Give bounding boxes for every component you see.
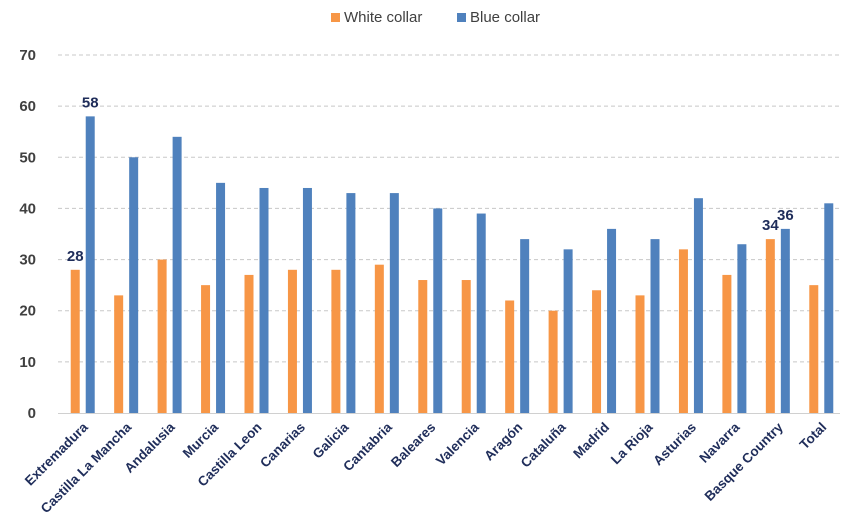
bar-white-collar xyxy=(548,310,558,413)
legend-swatch xyxy=(331,13,340,22)
bar-white-collar xyxy=(722,274,732,413)
bar-blue-collar xyxy=(693,198,703,413)
legend-label: Blue collar xyxy=(470,9,540,26)
bar-blue-collar xyxy=(172,136,182,414)
bar-blue-collar xyxy=(563,249,573,413)
x-tick-label: Total xyxy=(797,420,830,453)
bar-blue-collar xyxy=(129,157,139,413)
bars xyxy=(70,116,834,414)
bar-white-collar xyxy=(461,280,471,413)
y-tick-label: 50 xyxy=(19,149,36,166)
y-tick-label: 10 xyxy=(19,354,36,371)
bar-blue-collar xyxy=(650,239,660,413)
y-tick-label: 70 xyxy=(19,47,36,64)
x-tick-label: Asturias xyxy=(650,420,699,469)
y-tick-label: 0 xyxy=(28,405,36,422)
bar-blue-collar xyxy=(824,203,834,413)
x-tick-label: La Rioja xyxy=(608,419,656,467)
bar-white-collar xyxy=(374,264,384,413)
bar-white-collar xyxy=(505,300,515,413)
x-tick-label: Baleares xyxy=(388,420,438,470)
data-label: 34 xyxy=(762,217,779,234)
y-tick-label: 60 xyxy=(19,98,36,115)
x-tick-label: Basque Country xyxy=(702,419,787,504)
bar-blue-collar xyxy=(389,193,399,413)
y-tick-label: 20 xyxy=(19,303,36,320)
bar-blue-collar xyxy=(346,193,356,413)
bar-blue-collar xyxy=(607,228,617,413)
bar-blue-collar xyxy=(780,228,790,413)
x-tick-label: Madrid xyxy=(570,420,612,462)
bar-white-collar xyxy=(287,269,297,413)
y-axis: 0 10 20 30 40 50 60 70 xyxy=(19,47,36,422)
bar-white-collar xyxy=(70,269,80,413)
bar-white-collar xyxy=(678,249,688,413)
data-label: 28 xyxy=(67,248,84,265)
x-tick-label: Cataluña xyxy=(518,419,569,470)
bar-white-collar xyxy=(331,269,341,413)
gridlines xyxy=(58,54,840,363)
bar-blue-collar xyxy=(520,239,530,413)
bar-white-collar xyxy=(592,290,602,413)
bar-blue-collar xyxy=(476,213,486,413)
bar-blue-collar xyxy=(259,187,269,413)
data-label: 58 xyxy=(82,94,99,111)
bar-blue-collar xyxy=(302,187,312,413)
bar-blue-collar xyxy=(737,244,747,413)
bar-blue-collar xyxy=(85,116,95,413)
x-tick-label: Aragón xyxy=(481,420,525,464)
bar-white-collar xyxy=(635,295,645,413)
legend: White collar Blue collar xyxy=(331,9,540,26)
y-tick-label: 40 xyxy=(19,200,36,217)
bar-white-collar xyxy=(157,259,167,413)
bar-blue-collar xyxy=(216,182,226,413)
x-tick-label: Valencia xyxy=(433,419,482,468)
x-tick-label: Canarias xyxy=(257,420,308,471)
bar-white-collar xyxy=(765,239,775,413)
x-tick-label: Murcia xyxy=(180,419,222,461)
bar-white-collar xyxy=(418,280,428,413)
x-tick-label: Galicia xyxy=(310,419,352,461)
legend-swatch xyxy=(457,13,466,22)
data-label: 36 xyxy=(777,207,794,224)
bar-white-collar xyxy=(201,285,211,413)
bar-blue-collar xyxy=(433,208,443,413)
bar-white-collar xyxy=(114,295,124,413)
legend-label: White collar xyxy=(344,9,422,26)
bar-white-collar xyxy=(244,274,254,413)
y-tick-label: 30 xyxy=(19,252,36,269)
bar-white-collar xyxy=(809,285,819,413)
